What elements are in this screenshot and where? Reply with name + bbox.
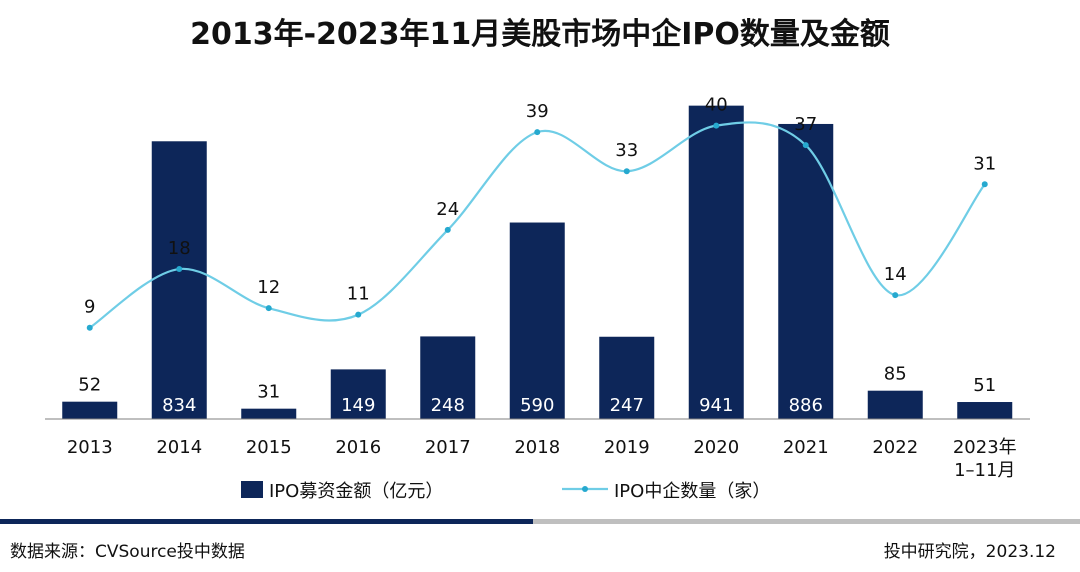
bar-6 xyxy=(599,336,655,419)
line-point-3 xyxy=(355,311,362,318)
x-tick-8: 2021 xyxy=(783,437,829,458)
bar-series xyxy=(62,105,1013,419)
line-value-label-0: 9 xyxy=(84,297,95,318)
legend-line-label: IPO中企数量（家） xyxy=(614,481,770,502)
line-value-label-8: 37 xyxy=(794,114,817,135)
bar-value-label-2: 31 xyxy=(257,382,280,403)
bar-value-label-7: 941 xyxy=(699,395,733,416)
line-point-0 xyxy=(86,324,93,331)
line-point-7 xyxy=(713,122,720,129)
line-value-label-4: 24 xyxy=(436,199,459,220)
bar-value-label-1: 834 xyxy=(162,395,196,416)
bar-10 xyxy=(957,402,1013,419)
legend: IPO募资金额（亿元） IPO中企数量（家） xyxy=(241,481,770,502)
line-value-label-7: 40 xyxy=(705,95,728,116)
x-tick-2: 2015 xyxy=(246,437,292,458)
credit-text: 投中研究院，2023.12 xyxy=(884,542,1056,562)
bar-value-label-3: 149 xyxy=(341,395,375,416)
data-labels: 52 834 31 149 248 590 247 941 886 85 51 9 18 12 11 24 39… xyxy=(78,95,996,416)
x-tick-10: 2023年 1–11月 xyxy=(953,437,1017,481)
line-point-9 xyxy=(892,292,899,299)
bar-value-label-8: 886 xyxy=(789,395,823,416)
source-text: 数据来源：CVSource投中数据 xyxy=(10,542,245,562)
bar-0 xyxy=(62,401,118,419)
x-tick-5: 2018 xyxy=(514,437,560,458)
legend-bar-swatch xyxy=(241,481,263,498)
chart-title: 2013年-2023年11月美股市场中企IPO数量及金额 xyxy=(190,17,890,52)
line-point-10 xyxy=(981,181,988,188)
line-value-label-9: 14 xyxy=(884,264,907,285)
bar-value-label-0: 52 xyxy=(78,375,101,396)
x-tick-9: 2022 xyxy=(872,437,918,458)
line-point-2 xyxy=(265,305,272,312)
line-point-6 xyxy=(623,168,630,175)
line-value-label-1: 18 xyxy=(168,238,191,259)
bar-value-label-5: 590 xyxy=(520,395,554,416)
line-point-5 xyxy=(534,129,541,136)
line-value-label-5: 39 xyxy=(526,101,549,122)
line-value-label-6: 33 xyxy=(615,140,638,161)
line-value-label-3: 11 xyxy=(347,284,370,305)
footer-rule-light xyxy=(533,519,1080,524)
legend-line-marker xyxy=(582,486,588,492)
bar-7 xyxy=(688,105,744,419)
line-point-8 xyxy=(802,142,809,149)
bar-4 xyxy=(420,336,476,419)
bar-value-label-4: 248 xyxy=(431,395,465,416)
x-tick-0: 2013 xyxy=(67,437,113,458)
bar-value-label-6: 247 xyxy=(610,395,644,416)
bar-8 xyxy=(778,123,834,419)
x-tick-4: 2017 xyxy=(425,437,471,458)
line-value-label-2: 12 xyxy=(257,277,280,298)
bar-1 xyxy=(151,141,207,419)
bar-value-label-9: 85 xyxy=(884,364,907,385)
footer-rule-dark xyxy=(0,519,533,524)
x-tick-7: 2020 xyxy=(693,437,739,458)
line-point-4 xyxy=(444,226,451,233)
legend-bar-label: IPO募资金额（亿元） xyxy=(269,481,443,502)
line-path xyxy=(89,121,986,329)
x-tick-labels: 2013 2014 2015 2016 2017 2018 2019 2020 2021 2022… xyxy=(67,437,1017,481)
bar-2 xyxy=(241,408,297,419)
bar-9 xyxy=(867,390,923,419)
line-series xyxy=(86,121,988,331)
x-tick-6: 2019 xyxy=(604,437,650,458)
x-tick-3: 2016 xyxy=(335,437,381,458)
bar-3 xyxy=(330,369,386,419)
line-value-label-10: 31 xyxy=(973,153,996,174)
line-point-1 xyxy=(176,266,183,273)
x-tick-1: 2014 xyxy=(156,437,202,458)
bar-value-label-10: 51 xyxy=(973,375,996,396)
bar-5 xyxy=(509,222,565,419)
